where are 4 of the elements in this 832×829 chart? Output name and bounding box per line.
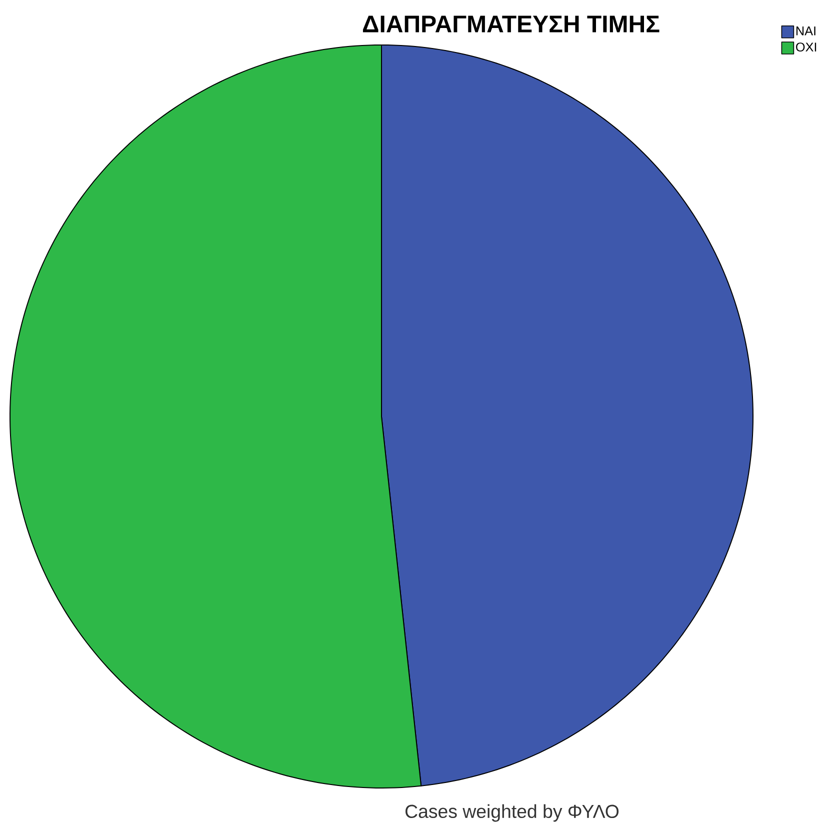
text: Cases weighted by ΦΥΛΟ — [406, 804, 619, 822]
chart-title: ΔΙΑΠΡΑΓΜΑΤΕΥΣΗ ΤΙΜΗΣ — [362, 16, 660, 32]
legend-label: ΝΑΙ — [796, 26, 816, 36]
legend-label: ΟΧΙ — [796, 42, 816, 52]
